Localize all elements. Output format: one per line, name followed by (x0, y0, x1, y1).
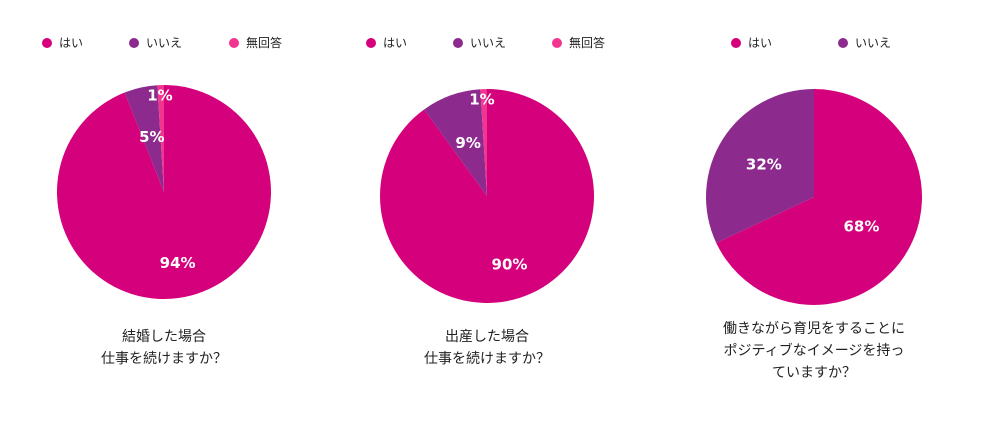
legend-label-yes: はい (383, 36, 408, 50)
chart-title: 結婚した場合 仕事を続けますか？ (0, 326, 328, 370)
pie: 68% 32% (706, 88, 923, 305)
pie-slice-yes (56, 85, 271, 299)
legend-label-no: いいえ (470, 36, 507, 50)
data-label-no: 32% (746, 156, 782, 174)
legend-item-yes: はい (366, 34, 407, 51)
data-label-no-answer: 1% (469, 90, 494, 108)
legend-swatch-yes (42, 37, 52, 48)
pie-chart-marriage: はい いいえ 無回答 94% 5% 1% 結婚した場合 仕事を続けますか？ (0, 0, 328, 432)
legend-item-yes: はい (42, 34, 83, 51)
pie-slice-no (124, 85, 164, 192)
legend-item-no-answer: 無回答 (229, 34, 282, 51)
legend-label-no: いいえ (146, 36, 183, 50)
data-label-yes: 94% (160, 254, 196, 272)
legend: はい いいえ 無回答 (0, 34, 328, 52)
legend-swatch-no (453, 37, 463, 48)
legend-swatch-no-answer (229, 37, 239, 48)
legend-swatch-no-answer (552, 37, 562, 48)
data-label-yes: 68% (843, 218, 879, 236)
data-label-no-answer: 1% (147, 86, 172, 104)
legend-label-yes: はい (59, 36, 84, 50)
pie-slice-no-answer (480, 88, 487, 196)
legend-label-no-answer: 無回答 (246, 36, 283, 50)
legend-label-no: いいえ (855, 36, 892, 50)
pie-slice-no-answer (157, 85, 164, 192)
legend-item-no: いいえ (453, 34, 506, 51)
pie-chart-childbirth: はい いいえ 無回答 90% 9% 1% 出産した場合 仕事を続けますか？ (323, 0, 651, 432)
data-label-no: 9% (455, 134, 480, 152)
legend-label-no-answer: 無回答 (569, 36, 606, 50)
chart-title-line: 仕事を続けますか？ (424, 351, 550, 367)
legend-item-no: いいえ (838, 34, 891, 51)
chart-title-line: 働きながら育児をすることに (723, 321, 905, 337)
legend-swatch-no (838, 37, 848, 48)
legend-swatch-yes (366, 37, 376, 48)
pie: 94% 5% 1% (56, 85, 271, 299)
legend-item-no-answer: 無回答 (552, 34, 605, 51)
pie-slice-no (706, 89, 814, 243)
chart-title-line: 仕事を続けますか？ (101, 351, 227, 367)
legend-item-no: いいえ (129, 34, 182, 51)
legend: はい いいえ (650, 34, 978, 52)
chart-title: 出産した場合 仕事を続けますか？ (323, 326, 651, 370)
chart-title-line: 結婚した場合 (122, 329, 206, 345)
pie-slice-yes (380, 89, 595, 303)
legend: はい いいえ 無回答 (323, 34, 651, 52)
chart-title-line: 出産した場合 (445, 329, 529, 345)
pie: 90% 9% 1% (380, 88, 595, 303)
chart-title-line: ていますか？ (772, 365, 856, 381)
pie-chart-parenting-image: はい いいえ 68% 32% 働きながら育児をすることに ポジティブなイメージを持… (650, 0, 978, 432)
pie-slice-no (424, 89, 487, 196)
legend-label-yes: はい (748, 36, 773, 50)
legend-swatch-yes (731, 37, 741, 48)
chart-title: 働きながら育児をすることに ポジティブなイメージを持っ ていますか？ (650, 318, 978, 384)
data-label-no: 5% (139, 128, 164, 146)
data-label-yes: 90% (492, 256, 528, 274)
legend-item-yes: はい (731, 34, 772, 51)
chart-title-line: ポジティブなイメージを持っ (723, 343, 905, 359)
legend-swatch-no (129, 37, 139, 48)
pie-slice-yes (716, 88, 923, 305)
